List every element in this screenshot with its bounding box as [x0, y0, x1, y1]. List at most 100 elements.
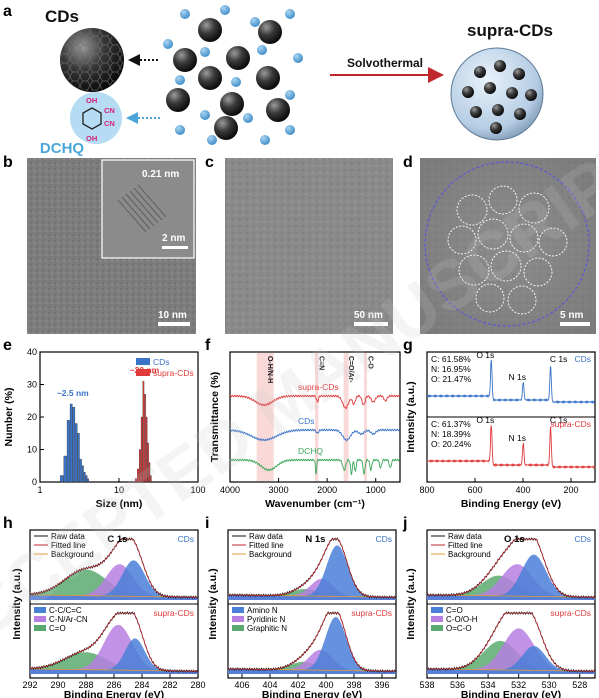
legend-swatch: [431, 607, 443, 613]
series-label: supra-CDs: [351, 608, 392, 618]
supra-cds-particle-icon: [450, 47, 544, 141]
scale-bar-d: [560, 322, 590, 326]
series-label: CDs: [375, 534, 392, 544]
supra-cds-label: supra-CDs: [467, 21, 553, 40]
histogram-bar: [144, 394, 146, 483]
y-tick-label: 40: [27, 347, 37, 357]
fit-component-area: [228, 617, 396, 674]
legend-label: C-O/O-H: [446, 615, 478, 624]
legend-label: supra-CDs: [153, 368, 194, 378]
series-label: supra-CDs: [153, 608, 194, 618]
x-axis-label: Binding Energy (eV): [461, 689, 561, 698]
x-tick-label: 406: [234, 680, 249, 690]
x-tick-label: 800: [419, 485, 434, 495]
peak-label: N 1s: [508, 433, 525, 443]
supra-outline: [424, 161, 590, 327]
y-tick-label: 0: [32, 477, 37, 487]
fit-component-area: [228, 649, 396, 674]
composition-label: C: 61.58%: [431, 354, 471, 364]
series-label: CDs: [574, 354, 591, 364]
spectrum-title: N 1s: [305, 534, 325, 545]
survey-spectrum-line: [426, 425, 596, 469]
x-tick-label: 536: [450, 680, 465, 690]
fitted-line: [427, 538, 595, 598]
histogram-bar: [134, 478, 137, 483]
x-tick-label: 100: [190, 485, 205, 495]
x-axis-label: Binding Energy (eV): [64, 689, 164, 698]
absorption-band: [315, 353, 319, 481]
histogram-bar: [87, 478, 89, 483]
molecule-cn-bottom: CN: [104, 119, 115, 128]
histogram-bar: [150, 475, 152, 483]
series-label: supra-CDs: [550, 608, 591, 618]
panel-b: b 0.21 nm 2 nm 10 nm: [3, 154, 196, 334]
band-label: C≡N: [318, 356, 325, 370]
fitted-line: [427, 612, 595, 672]
x-tick-label: 292: [22, 680, 37, 690]
x-tick-label: 398: [346, 680, 361, 690]
histogram-bar: [81, 465, 84, 483]
y-axis-label: Intensity (a.u.): [405, 381, 417, 452]
scale-label-b: 10 nm: [158, 310, 187, 321]
dchq-label: DCHQ: [40, 140, 84, 157]
y-axis-label: Intensity (a.u.): [207, 568, 219, 639]
molecule-oh-bottom: OH: [86, 134, 97, 143]
legend-label: Background: [51, 550, 94, 559]
x-tick-label: 4000: [220, 485, 240, 495]
legend-swatch: [232, 616, 244, 622]
mixture-illustration: [163, 5, 303, 145]
x-tick-label: 284: [134, 680, 149, 690]
x-tick-label: 280: [190, 680, 205, 690]
plot-frame: [229, 351, 401, 483]
dchq-molecule-icon: OH OH CN CN: [70, 92, 122, 144]
fitted-line: [228, 538, 396, 598]
histogram-bar: [79, 459, 82, 483]
lattice-spacing-label: 0.21 nm: [142, 169, 179, 180]
x-tick-label: 1000: [366, 485, 386, 495]
cds-label: CDs: [45, 7, 79, 26]
legend-label: Fitted line: [249, 541, 284, 550]
x-tick-label: 290: [50, 680, 65, 690]
histogram-bar: [142, 381, 145, 483]
band-label: C=O/Ar-: [347, 356, 354, 383]
absorption-band: [343, 353, 349, 481]
histogram-bar: [66, 420, 70, 483]
panel-label-j: j: [402, 515, 407, 532]
x-tick-label: 288: [78, 680, 93, 690]
spectrum-title: C 1s: [107, 534, 127, 545]
scale-label-d: 5 nm: [560, 310, 583, 321]
legend-swatch: [34, 607, 46, 613]
series-label: CDs: [574, 534, 591, 544]
fit-component-area: [427, 628, 595, 674]
legend-label: Pyridinic N: [247, 615, 285, 624]
legend-label: Fitted line: [448, 541, 483, 550]
legend-label: O=C-O: [446, 624, 472, 633]
panel-label-h: h: [3, 515, 13, 532]
peak-label: C 1s: [550, 415, 567, 425]
peak-annotation-cds: ~2.5 nm: [57, 388, 89, 398]
panel-label-i: i: [205, 515, 209, 532]
peak-label: C 1s: [550, 354, 567, 364]
series-label: DCHQ: [298, 446, 323, 456]
raw-data-line: [426, 537, 596, 600]
legend-label: Fitted line: [51, 541, 86, 550]
x-tick-label: 534: [481, 680, 496, 690]
fit-component-area: [30, 564, 198, 600]
panel-label-c: c: [205, 154, 214, 171]
cd-particle-icon: [60, 28, 124, 92]
x-tick-label: 400: [318, 680, 333, 690]
x-tick-label: 538: [419, 680, 434, 690]
histogram-bar: [147, 442, 149, 483]
x-tick-label: 528: [572, 680, 587, 690]
hrtem-inset: [101, 159, 195, 259]
band-label: O-H/N-H: [266, 356, 273, 383]
x-axis-label: Binding Energy (eV): [262, 689, 362, 698]
y-tick-label: 30: [27, 380, 37, 390]
histogram-bar: [137, 468, 139, 483]
legend-swatch: [431, 625, 443, 631]
legend-label: Raw data: [249, 532, 283, 541]
legend-swatch: [136, 358, 150, 365]
